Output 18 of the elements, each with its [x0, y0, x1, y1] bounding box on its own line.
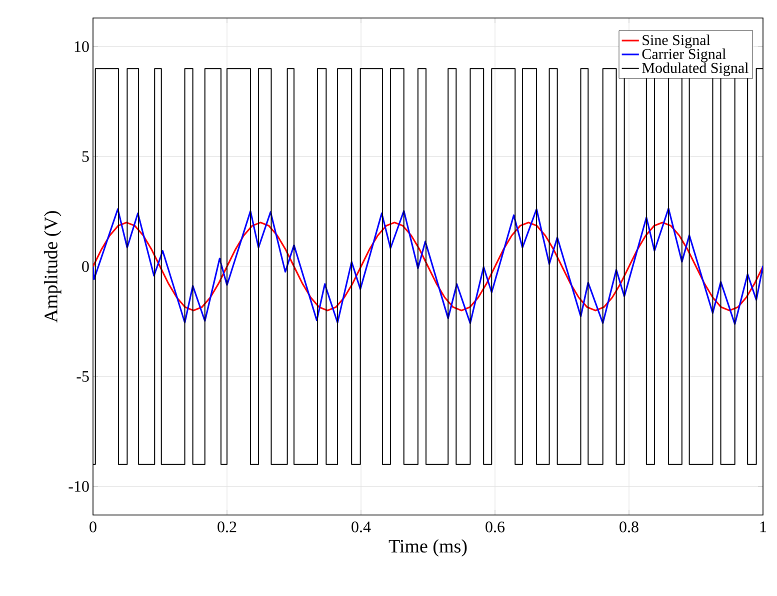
y-tick-label: 5 — [82, 151, 89, 162]
x-tick-label: 1 — [760, 522, 766, 532]
x-axis-title: Time (ms) — [388, 539, 467, 556]
y-tick-label: 10 — [74, 41, 89, 52]
y-tick-label: -5 — [76, 371, 89, 382]
y-tick-label: -10 — [68, 481, 89, 492]
x-tick-label: 0.6 — [486, 522, 505, 532]
x-tick-label: 0 — [90, 522, 96, 532]
y-tick-label: 0 — [82, 261, 89, 272]
line-series — [93, 222, 763, 312]
x-tick-label: 0.4 — [352, 522, 371, 532]
legend-label: Carrier Signal — [642, 48, 726, 62]
x-tick-label: 0.2 — [218, 522, 236, 532]
x-tick-label: 0.8 — [620, 522, 638, 532]
legend-label: Sine Signal — [642, 34, 710, 48]
line-series — [93, 208, 763, 325]
legend-label: Modulated Signal — [642, 62, 748, 76]
y-axis-title: Amplitude (V) — [44, 211, 62, 322]
